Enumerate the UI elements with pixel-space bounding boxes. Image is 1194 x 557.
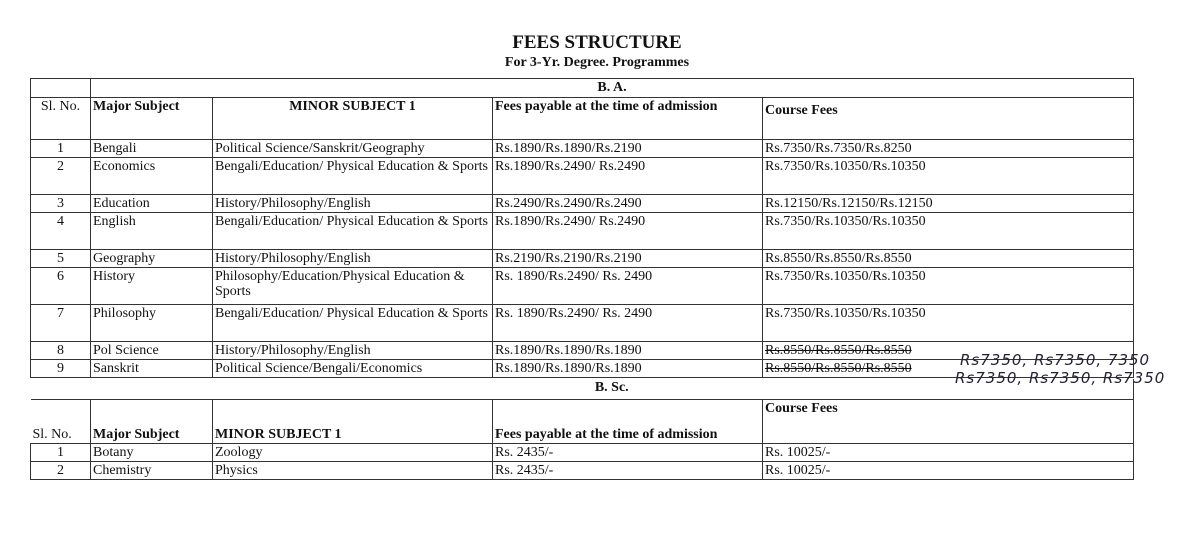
cell-fees-admission: Rs. 2435/- xyxy=(492,460,763,480)
blank-cell xyxy=(31,379,91,399)
table-row: 9 Sanskrit Political Science/Bengali/Econo… xyxy=(30,359,1134,378)
cell-major-subject: Botany xyxy=(90,442,213,462)
cell-major-subject: Geography xyxy=(90,249,213,268)
cell-course-fees: Rs.7350/Rs.10350/Rs.10350 xyxy=(762,267,1134,305)
cell-course-fees: Rs.12150/Rs.12150/Rs.12150 xyxy=(762,194,1134,213)
cell-fees-admission: Rs.1890/Rs.1890/Rs.2190 xyxy=(492,139,763,158)
cell-major-subject: Education xyxy=(90,194,213,213)
table-row: 1 Botany Zoology Rs. 2435/- Rs. 10025/- xyxy=(30,442,1134,462)
cell-minor-subject: History/Philosophy/English xyxy=(212,249,493,268)
header-sl-no: Sl. No. xyxy=(30,97,91,140)
cell-sl-no: 2 xyxy=(30,157,91,195)
cell-sl-no: 3 xyxy=(30,194,91,213)
header-fees-admission: Fees payable at the time of admission xyxy=(492,398,763,444)
cell-sl-no: 1 xyxy=(30,442,91,462)
cell-course-fees: Rs.8550/Rs.8550/Rs.8550 xyxy=(762,359,1134,378)
page-subtitle: For 3-Yr. Degree. Programmes xyxy=(504,55,690,70)
table-row: 7 Philosophy Bengali/Education/ Physical E… xyxy=(30,304,1134,342)
table-row: 1 Bengali Political Science/Sanskrit/Geogr… xyxy=(30,139,1134,158)
cell-sl-no: 2 xyxy=(30,460,91,480)
cell-course-fees: Rs.7350/Rs.7350/Rs.8250 xyxy=(762,139,1134,158)
cell-course-fees: Rs.7350/Rs.10350/Rs.10350 xyxy=(762,212,1134,250)
cell-course-fees: Rs. 10025/- xyxy=(762,442,1134,462)
cell-fees-admission: Rs. 1890/Rs.2490/ Rs. 2490 xyxy=(492,267,763,305)
cell-minor-subject: Political Science/Bengali/Economics xyxy=(212,359,493,378)
cell-minor-subject: History/Philosophy/English xyxy=(212,194,493,213)
handwritten-correction-pol-science: Rs7350, Rs7350, 7350 xyxy=(960,351,1151,369)
header-course-fees: Course Fees xyxy=(762,398,1134,444)
cell-sl-no: 9 xyxy=(30,359,91,378)
table-row: 3 Education History/Philosophy/English Rs.2… xyxy=(30,194,1134,213)
cell-minor-subject: Political Science/Sanskrit/Geography xyxy=(212,139,493,158)
cell-course-fees: Rs.7350/Rs.10350/Rs.10350 xyxy=(762,304,1134,342)
header-major: Major Subject xyxy=(90,97,213,140)
cell-fees-admission: Rs. 2435/- xyxy=(492,442,763,462)
cell-sl-no: 5 xyxy=(30,249,91,268)
cell-major-subject: Economics xyxy=(90,157,213,195)
section-bsc: B. Sc. xyxy=(90,379,1134,399)
cell-major-subject: Philosophy xyxy=(90,304,213,342)
table-row: 4 English Bengali/Education/ Physical Educ… xyxy=(30,212,1134,250)
cell-fees-admission: Rs.2490/Rs.2490/Rs.2490 xyxy=(492,194,763,213)
cell-sl-no: 4 xyxy=(30,212,91,250)
cell-course-fees: Rs. 10025/- xyxy=(762,460,1134,480)
cell-fees-admission: Rs. 1890/Rs.2490/ Rs. 2490 xyxy=(492,304,763,342)
cell-fees-admission: Rs.2190/Rs.2190/Rs.2190 xyxy=(492,249,763,268)
table-row: 2 Chemistry Physics Rs. 2435/- Rs. 10025/- xyxy=(30,460,1134,480)
cell-sl-no: 8 xyxy=(30,341,91,360)
cell-major-subject: Sanskrit xyxy=(90,359,213,378)
cell-minor-subject: Bengali/Education/ Physical Education & … xyxy=(212,157,493,195)
cell-major-subject: Chemistry xyxy=(90,460,213,480)
cell-sl-no: 1 xyxy=(30,139,91,158)
cell-minor-subject: History/Philosophy/English xyxy=(212,341,493,360)
cell-minor-subject: Zoology xyxy=(212,442,493,462)
table-row: 2 Economics Bengali/Education/ Physical Ed… xyxy=(30,157,1134,195)
cell-minor-subject: Bengali/Education/ Physical Education & … xyxy=(212,212,493,250)
cell-minor-subject: Physics xyxy=(212,460,493,480)
cell-minor-subject: Bengali/Education/ Physical Education & … xyxy=(212,304,493,342)
blank-cell xyxy=(30,78,91,98)
cell-course-fees: Rs.7350/Rs.10350/Rs.10350 xyxy=(762,157,1134,195)
page-title: FEES STRUCTURE xyxy=(512,32,682,53)
cell-fees-admission: Rs.1890/Rs.1890/Rs.1890 xyxy=(492,341,763,360)
cell-course-fees: Rs.8550/Rs.8550/Rs.8550 xyxy=(762,249,1134,268)
header-major: Major Subject xyxy=(90,398,213,444)
cell-fees-admission: Rs.1890/Rs.1890/Rs.1890 xyxy=(492,359,763,378)
header-sl-no: Sl. No. xyxy=(30,398,91,444)
table-row: 5 Geography History/Philosophy/English Rs.2… xyxy=(30,249,1134,268)
header-minor: MINOR SUBJECT 1 xyxy=(212,97,493,140)
bsc-fees-table: B. Sc. Sl. No. Major Subject MINOR SUBJE… xyxy=(30,379,1134,480)
table-row: 6 History Philosophy/Education/Physical Ed… xyxy=(30,267,1134,305)
cell-major-subject: History xyxy=(90,267,213,305)
cell-sl-no: 7 xyxy=(30,304,91,342)
header-course-fees: Course Fees xyxy=(762,97,1134,140)
cell-minor-subject: Philosophy/Education/Physical Education … xyxy=(212,267,493,305)
cell-major-subject: Pol Science xyxy=(90,341,213,360)
section-ba: B. A. xyxy=(90,78,1134,98)
handwritten-correction-sanskrit: Rs7350, Rs7350, Rs7350 xyxy=(955,369,1166,387)
cell-sl-no: 6 xyxy=(30,267,91,305)
cell-fees-admission: Rs.1890/Rs.2490/ Rs.2490 xyxy=(492,157,763,195)
ba-fees-table: B. A. Sl. No. Major Subject MINOR SUBJEC… xyxy=(30,78,1134,378)
cell-fees-admission: Rs.1890/Rs.2490/ Rs.2490 xyxy=(492,212,763,250)
cell-major-subject: English xyxy=(90,212,213,250)
header-minor: MINOR SUBJECT 1 xyxy=(212,398,493,444)
cell-major-subject: Bengali xyxy=(90,139,213,158)
header-fees-admission: Fees payable at the time of admission xyxy=(492,97,763,140)
